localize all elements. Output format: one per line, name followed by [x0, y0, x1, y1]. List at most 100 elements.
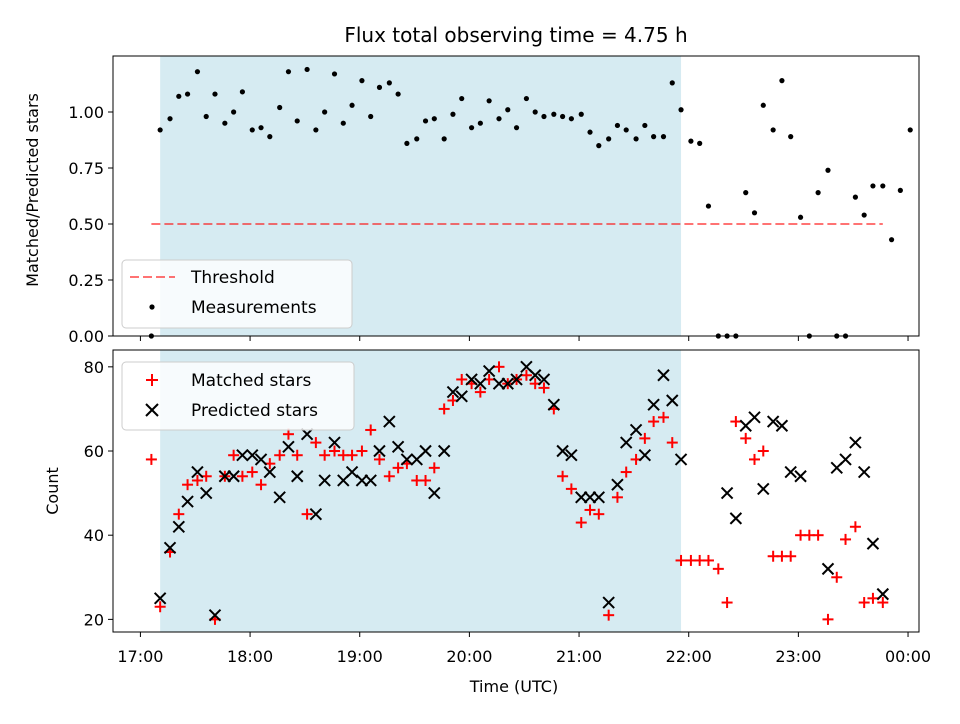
measurement-point-4	[184, 91, 191, 97]
matched-point-24	[365, 424, 377, 436]
predicted-point-22	[355, 474, 369, 487]
measurement-point-27	[395, 91, 401, 97]
top-y-axis-label: Matched/Predicted stars	[23, 93, 42, 287]
predicted-point-36	[482, 364, 496, 378]
predicted-point-67	[821, 562, 835, 576]
predicted-point-47	[583, 491, 597, 504]
predicted-point-33	[455, 390, 468, 403]
matched-point-5	[191, 474, 203, 486]
predicted-point-55	[657, 369, 670, 382]
predicted-point-54	[647, 398, 660, 411]
matched-point-25	[373, 453, 385, 465]
matched-point-18	[310, 437, 322, 449]
measurement-point-17	[304, 66, 310, 73]
bottom-y-ticks: 20 40 60 80	[84, 358, 113, 629]
predicted-point-12	[263, 465, 277, 479]
matched-point-63	[721, 597, 733, 609]
measurement-point-43	[541, 113, 547, 120]
predicted-point-65	[784, 465, 797, 479]
bottom-y-axis-label: Count	[43, 467, 62, 515]
predicted-point-21	[345, 465, 359, 479]
matched-point-16	[291, 449, 303, 461]
measurement-point-12	[258, 125, 264, 131]
matched-point-45	[557, 470, 569, 482]
top-y-tick-label-1: 0.25	[68, 271, 104, 290]
measurement-point-82	[897, 187, 903, 193]
matched-point-11	[246, 466, 258, 478]
count-points	[145, 360, 890, 625]
matched-point-32	[438, 403, 450, 415]
matched-point-41	[520, 369, 532, 381]
matched-point-43	[538, 382, 550, 394]
predicted-point-38	[501, 377, 514, 390]
predicted-point-1	[163, 541, 177, 555]
measurement-point-34	[459, 95, 465, 102]
matched-point-52	[620, 466, 632, 478]
x-tick-label-5: 22:00	[666, 647, 712, 666]
x-tick-label-4: 21:00	[556, 647, 602, 666]
bottom-x-ticks: 17:00 18:00 19:00 20:00 21:00 22:00 23:00 00:00	[117, 632, 931, 666]
predicted-point-23	[364, 474, 377, 487]
predicted-point-13	[273, 491, 286, 504]
measurement-point-54	[642, 122, 648, 129]
predicted-point-69	[839, 453, 852, 466]
matched-point-70	[785, 550, 797, 562]
measurement-point-47	[578, 111, 584, 117]
predicted-point-9	[236, 449, 249, 462]
predicted-point-48	[592, 491, 606, 504]
matched-point-49	[593, 508, 605, 520]
chart-title: Flux total observing time = 4.75 h	[344, 23, 687, 47]
measurement-point-49	[596, 143, 602, 149]
matched-point-75	[831, 571, 843, 583]
predicted-point-5	[200, 486, 213, 500]
measurement-point-79	[870, 183, 876, 189]
measurement-point-30	[422, 118, 429, 124]
predicted-point-44	[556, 444, 569, 458]
measurement-point-1	[157, 127, 163, 133]
measurement-point-70	[788, 134, 794, 140]
predicted-point-70	[849, 436, 862, 449]
predicted-point-19	[328, 436, 341, 449]
measurement-point-68	[770, 127, 776, 133]
predicted-point-16	[300, 427, 314, 441]
predicted-point-56	[666, 394, 679, 407]
matched-point-61	[702, 554, 714, 566]
top-y-tick-label-2: 0.50	[68, 215, 104, 234]
measurement-point-58	[678, 107, 684, 113]
measurement-point-26	[386, 80, 392, 86]
matched-point-38	[493, 361, 505, 373]
measurement-point-23	[359, 78, 365, 84]
legend-threshold-label: Threshold	[190, 268, 275, 288]
measurement-point-61	[705, 203, 712, 209]
measurement-point-57	[669, 80, 675, 86]
predicted-point-34	[465, 373, 478, 386]
bottom-y-tick-label-1: 40	[84, 526, 104, 545]
matched-point-27	[392, 462, 404, 474]
matched-point-1	[154, 601, 166, 613]
measurement-point-7	[212, 91, 218, 97]
predicted-point-32	[446, 385, 460, 399]
bottom-y-tick-label-3: 80	[84, 358, 104, 377]
matched-point-3	[173, 508, 185, 520]
predicted-point-17	[309, 507, 323, 521]
measurement-points	[148, 66, 913, 339]
predicted-point-7	[218, 470, 232, 483]
predicted-point-30	[428, 486, 441, 500]
matched-point-26	[383, 470, 395, 482]
measurement-point-31	[431, 116, 437, 122]
matched-point-67	[757, 445, 769, 457]
predicted-point-35	[474, 377, 487, 390]
bottom-y-tick-label-0: 20	[84, 610, 104, 629]
predicted-point-61	[748, 411, 761, 424]
measurement-point-20	[331, 71, 338, 77]
predicted-point-72	[866, 537, 880, 550]
matched-point-51	[611, 491, 623, 503]
predicted-point-58	[720, 486, 734, 500]
matched-point-17	[301, 508, 313, 520]
measurement-point-5	[194, 69, 201, 75]
measurement-point-71	[797, 214, 804, 220]
matched-point-62	[712, 563, 724, 575]
measurement-point-66	[751, 210, 758, 216]
bottom-plot-frame	[112, 349, 920, 633]
